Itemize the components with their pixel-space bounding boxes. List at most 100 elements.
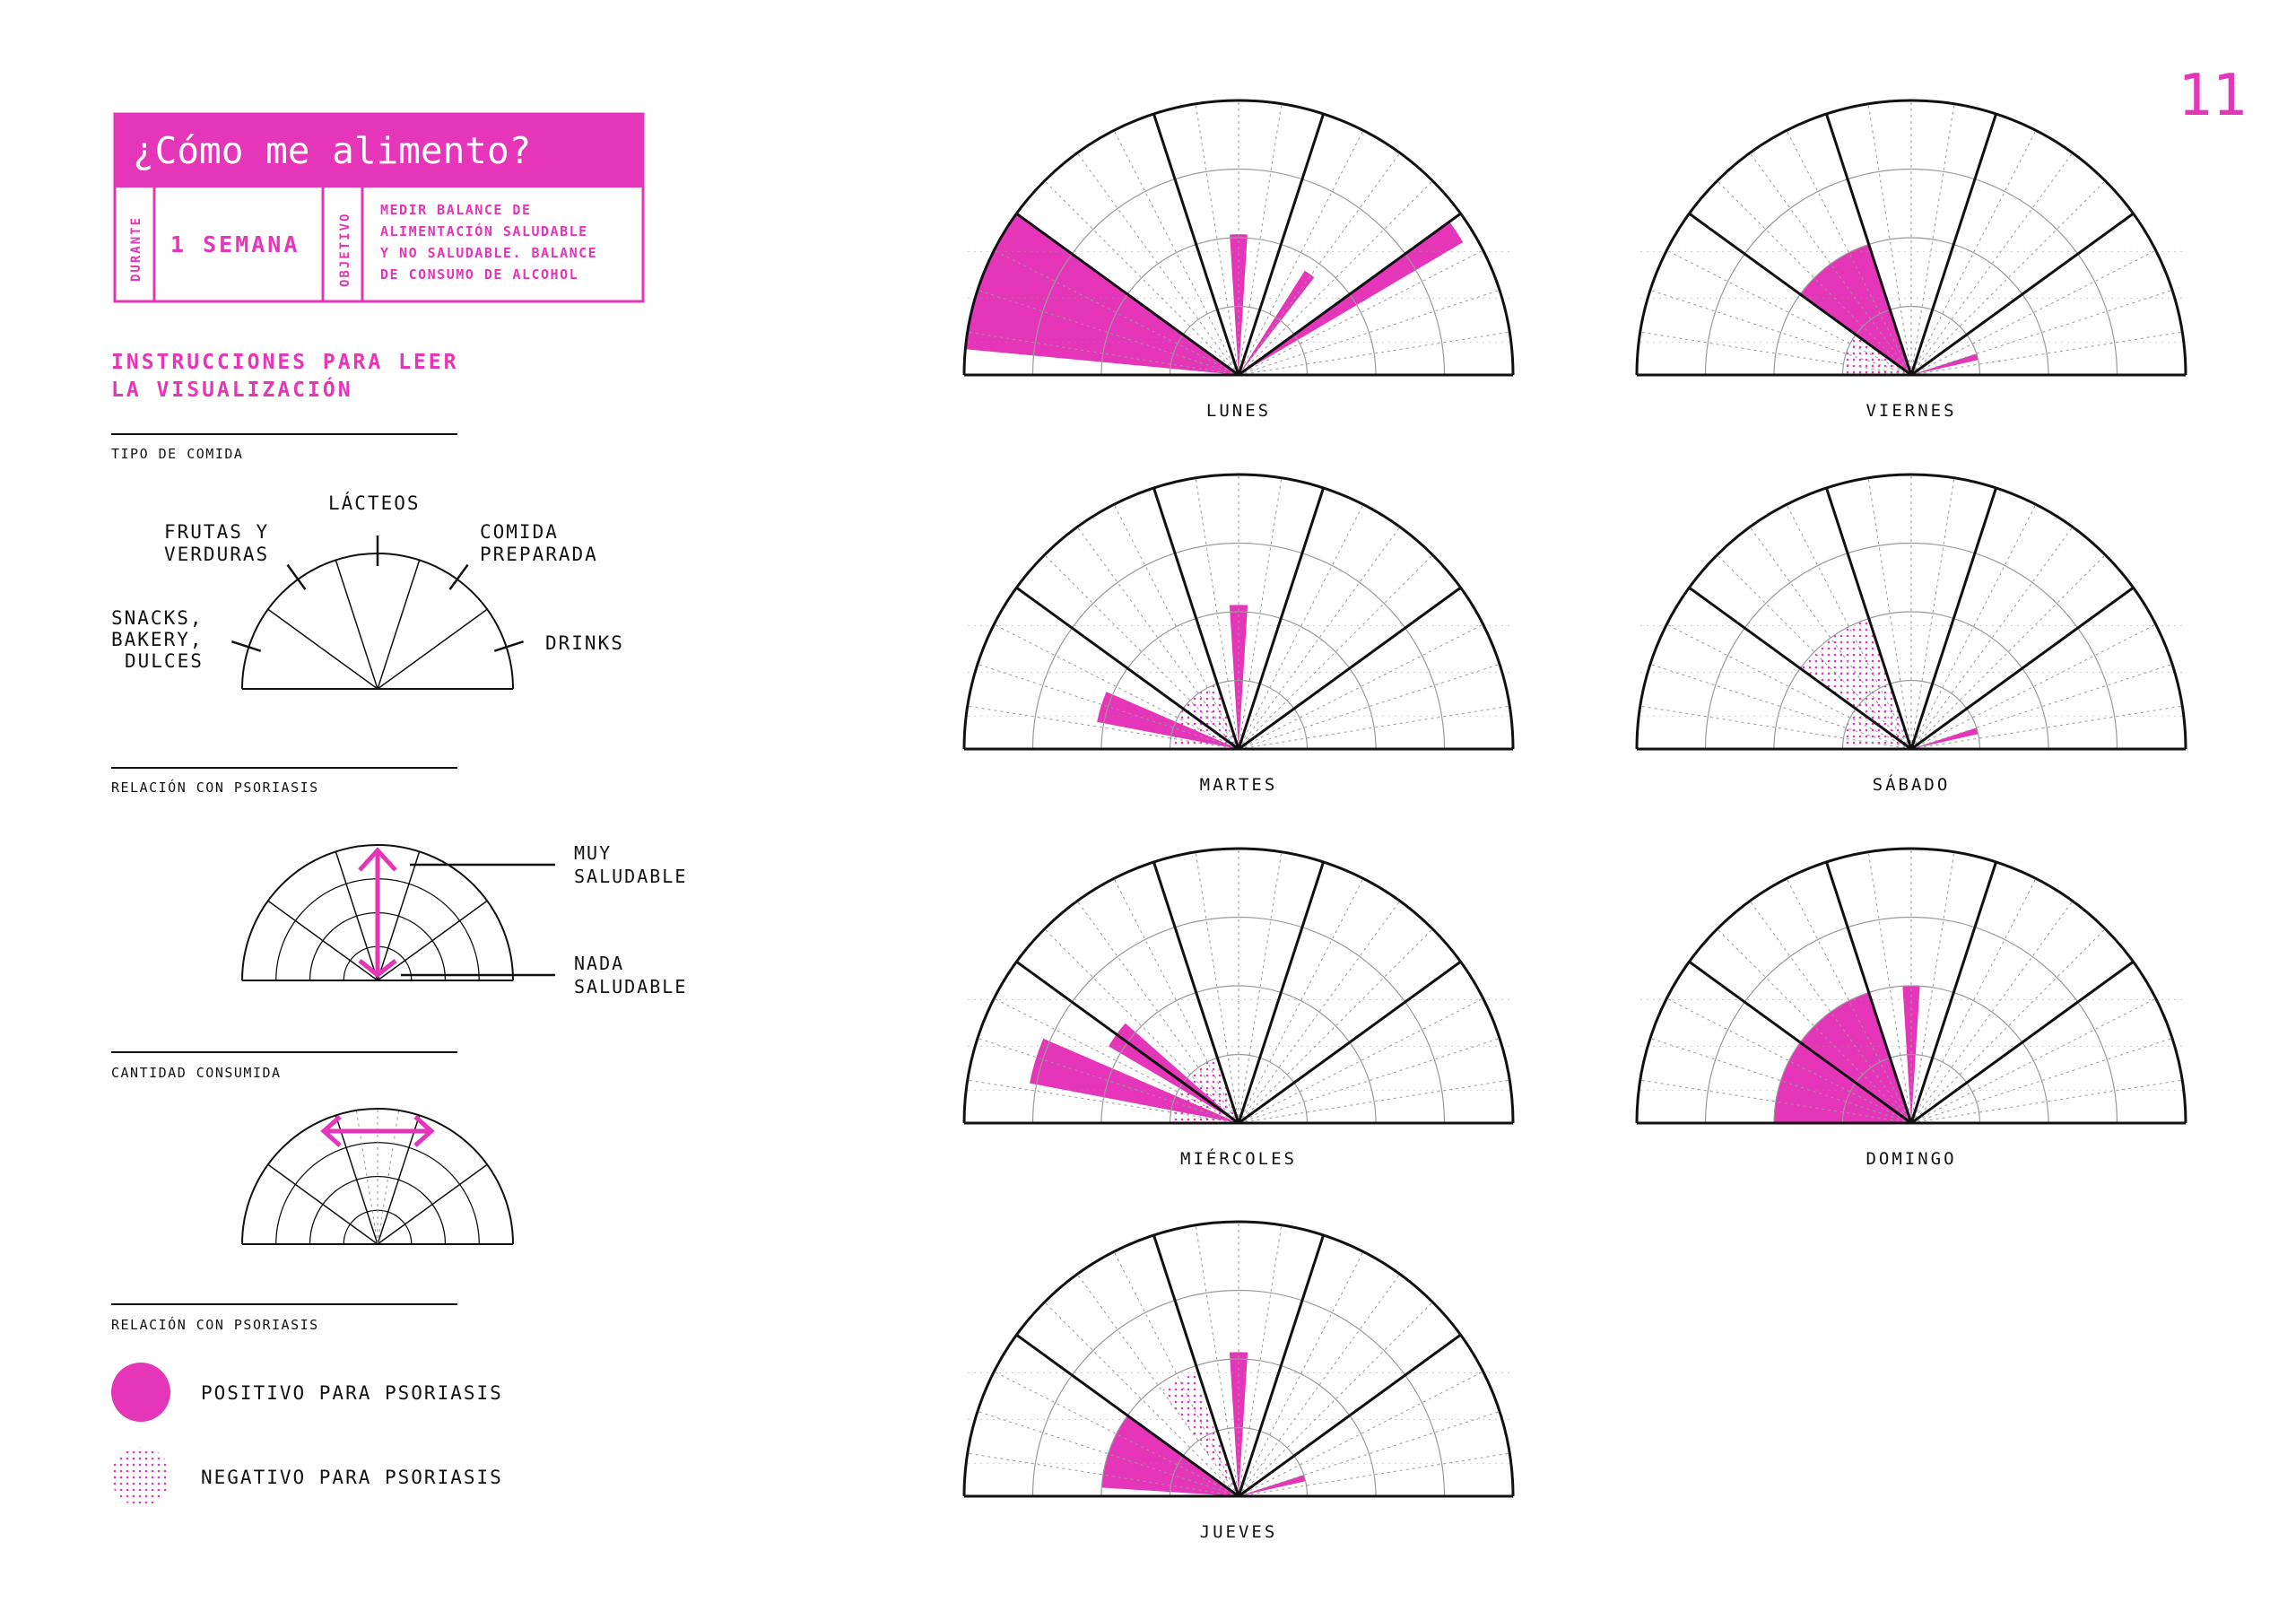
category-divider xyxy=(1688,212,1912,377)
chart-outline xyxy=(1635,473,2187,750)
category-divider xyxy=(1015,1333,1239,1498)
category-divider xyxy=(1238,960,1462,1125)
day-chart: JUEVES xyxy=(962,1220,1515,1542)
grid-ring xyxy=(1841,679,1981,750)
category-divider xyxy=(377,560,421,690)
grid-spoke xyxy=(967,1079,1239,1124)
grid-ring xyxy=(1100,1358,1377,1497)
grid-spoke xyxy=(1238,130,1364,376)
category-tick xyxy=(493,640,525,652)
negative-wedge xyxy=(1842,709,1911,749)
grid-spoke xyxy=(977,663,1239,750)
grid-spoke xyxy=(1910,554,2106,750)
objetivo-line: Y NO SALUDABLE. BALANCE xyxy=(380,245,597,261)
category-divider xyxy=(377,851,421,981)
category-divider xyxy=(1015,960,1239,1125)
grid-spoke xyxy=(1238,1274,1401,1497)
category-divider xyxy=(377,1163,488,1245)
health-scale-diagram xyxy=(241,844,555,981)
grid-spoke xyxy=(977,1037,1239,1124)
grid-ring xyxy=(1169,1053,1309,1124)
grid-spoke xyxy=(1666,623,1912,750)
grid-spoke xyxy=(1238,928,1433,1124)
durante-value: 1 SEMANA xyxy=(170,231,300,257)
grid-spoke xyxy=(1649,1037,1912,1124)
grid-spoke xyxy=(1238,180,1433,376)
grid-spoke xyxy=(1195,103,1239,376)
grid-spoke xyxy=(1238,851,1283,1124)
category-divider xyxy=(377,1115,421,1245)
grid-spoke xyxy=(1910,152,2074,376)
category-divider xyxy=(267,608,378,690)
category-divider xyxy=(335,1115,378,1245)
grid-ring xyxy=(1773,985,2049,1124)
grid-spoke xyxy=(1910,1037,2173,1124)
category-divider xyxy=(1238,586,1462,751)
day-label: LUNES xyxy=(1206,401,1271,421)
grid-ring xyxy=(1169,305,1309,376)
grid-spoke xyxy=(1238,878,1364,1124)
grid-spoke xyxy=(1076,1274,1239,1497)
day-label: SÁBADO xyxy=(1873,774,1951,795)
day-chart: SÁBADO xyxy=(1635,473,2187,795)
legend-negative-label: NEGATIVO PARA PSORIASIS xyxy=(201,1467,503,1488)
category-divider xyxy=(1152,113,1240,376)
category-divider xyxy=(1910,586,2135,751)
grid-spoke xyxy=(1238,1224,1283,1497)
grid-spoke xyxy=(1113,1251,1239,1497)
week-charts: LUNES MARTES MIÉRCOLES JUEVES VIERNES SÁBADO D… xyxy=(962,99,2187,1542)
grid-spoke xyxy=(1238,1251,1364,1497)
grid-spoke xyxy=(1910,928,2106,1124)
day-chart: LUNES xyxy=(962,99,1515,421)
grid-spoke xyxy=(1910,130,2037,376)
grid-spoke xyxy=(1044,928,1239,1124)
day-label: MARTES xyxy=(1200,775,1278,795)
grid-spoke xyxy=(1076,152,1239,376)
grid-spoke xyxy=(1044,1302,1239,1497)
grid-spoke xyxy=(1910,477,1955,750)
label-snacks: DULCES xyxy=(125,650,204,672)
grid-spoke xyxy=(1910,289,2173,376)
label-nada-saludable: SALUDABLE xyxy=(574,976,687,997)
grid-ring xyxy=(1841,1053,1981,1124)
negative-wedge xyxy=(1842,335,1911,375)
header-box: ¿Cómo me alimento? DURANTE 1 SEMANA OBJE… xyxy=(113,112,645,303)
arrow-head-left xyxy=(320,1115,342,1147)
health-labels: MUY SALUDABLE NADA SALUDABLE xyxy=(574,842,687,997)
objetivo-line: DE CONSUMO DE ALCOHOL xyxy=(380,266,578,283)
grid-spoke xyxy=(1238,901,1401,1124)
positive-wedge xyxy=(1774,992,1911,1123)
page-number: 11 xyxy=(2178,63,2247,129)
grid-spoke xyxy=(1238,1079,1510,1124)
category-divider xyxy=(1237,1234,1325,1497)
grid-spoke xyxy=(1910,331,2183,376)
category-divider xyxy=(1237,861,1325,1124)
grid-ring xyxy=(1031,542,1446,750)
instructions-title: LA VISUALIZACIÓN xyxy=(111,377,353,402)
grid-ring xyxy=(1031,916,1446,1124)
durante-label: DURANTE xyxy=(129,216,144,282)
negative-wedge xyxy=(1170,1058,1239,1123)
grid-spoke xyxy=(1717,554,1912,750)
grid-spoke xyxy=(967,1452,1239,1497)
grid-ring xyxy=(1100,985,1377,1124)
grid-spoke xyxy=(1238,331,1510,376)
section-title-cantidad: CANTIDAD CONSUMIDA xyxy=(111,1065,282,1081)
grid-spoke xyxy=(1910,1079,2183,1124)
category-divider xyxy=(1152,487,1240,750)
positive-wedge xyxy=(1800,244,1911,375)
category-labels: LÁCTEOS FRUTAS Y VERDURAS COMIDA PREPARA… xyxy=(111,492,622,672)
grid-spoke xyxy=(967,331,1239,376)
grid-spoke xyxy=(1867,477,1912,750)
diagram-outline xyxy=(241,1108,514,1245)
grid-spoke xyxy=(1649,289,1912,376)
quantity-diagram xyxy=(241,1108,514,1245)
category-divider xyxy=(1910,212,2135,377)
label-muy-saludable: SALUDABLE xyxy=(574,866,687,887)
chart-outline xyxy=(962,473,1515,750)
chart-outline xyxy=(1635,847,2187,1124)
grid-ring xyxy=(1031,1289,1446,1497)
grid-spoke xyxy=(977,289,1239,376)
category-tick xyxy=(230,640,262,652)
arrow-head-up xyxy=(358,847,397,872)
